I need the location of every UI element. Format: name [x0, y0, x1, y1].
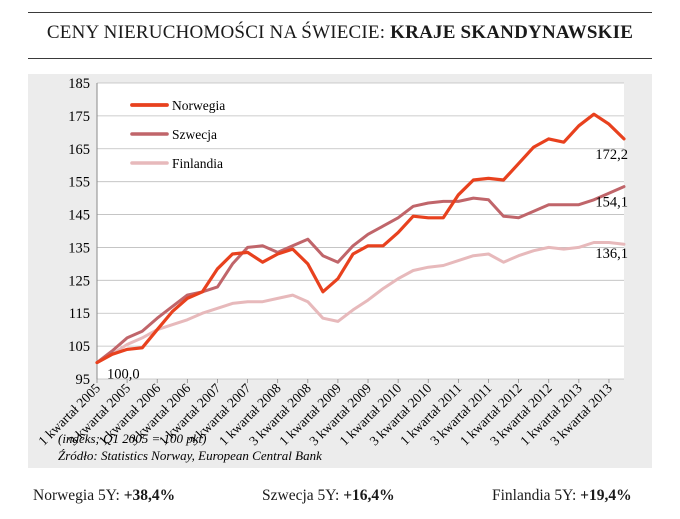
footer-szwecja: Szwecja 5Y: +16,4%: [262, 487, 395, 505]
chart-panel: 95 105 115 125 135 145 155 165 175 185 1 kwartał …: [28, 74, 652, 468]
footer-value: +19,4%: [580, 487, 632, 504]
start-value-label: 100,0: [107, 367, 140, 383]
y-tick-label: 115: [69, 306, 90, 322]
legend-label: Finlandia: [172, 156, 223, 171]
y-tick-label: 125: [68, 273, 90, 289]
footer-value: +38,4%: [123, 487, 176, 504]
legend-label: Norwegia: [172, 98, 225, 113]
y-tick-label: 185: [68, 76, 90, 92]
y-tick-label: 135: [68, 240, 90, 256]
footer-finlandia: Finlandia 5Y: +19,4%: [492, 487, 632, 505]
footer-label: Szwecja 5Y:: [262, 487, 344, 504]
top-rule: [28, 12, 652, 13]
index-note: (indeks; Q1 2005 = 100 pkt): [58, 431, 207, 446]
end-value-label: 172,2: [595, 147, 628, 163]
source-note: Źródło: Statistics Norway, European Cent…: [58, 448, 322, 463]
series-line-szwecja: [95, 185, 626, 365]
title-bold: KRAJE SKANDYNAWSKIE: [390, 22, 634, 43]
plot-area: [97, 83, 624, 379]
footer-label: Norwegia 5Y:: [33, 487, 124, 504]
y-tick-label: 105: [68, 339, 90, 355]
y-tick-label: 145: [68, 208, 90, 224]
legend-label: Szwecja: [172, 127, 217, 142]
footer-value: +16,4%: [343, 487, 395, 504]
series-line-finlandia: [95, 241, 626, 365]
y-tick-label: 165: [68, 142, 90, 158]
y-tick-label: 175: [68, 109, 90, 125]
footer-norwegia: Norwegia 5Y: +38,4%: [33, 487, 175, 505]
y-tick-label: 155: [68, 175, 90, 191]
y-tick-label: 95: [76, 372, 91, 388]
page-title: CENY NIERUCHOMOŚCI NA ŚWIECIE: KRAJE SKA…: [28, 22, 652, 44]
footer-label: Finlandia 5Y:: [492, 487, 581, 504]
end-value-label: 154,1: [595, 195, 628, 211]
end-value-label: 136,1: [595, 246, 628, 262]
series-line-norwegia: [95, 112, 626, 365]
title-rule: [28, 58, 652, 59]
title-regular: CENY NIERUCHOMOŚCI NA ŚWIECIE:: [46, 22, 391, 43]
